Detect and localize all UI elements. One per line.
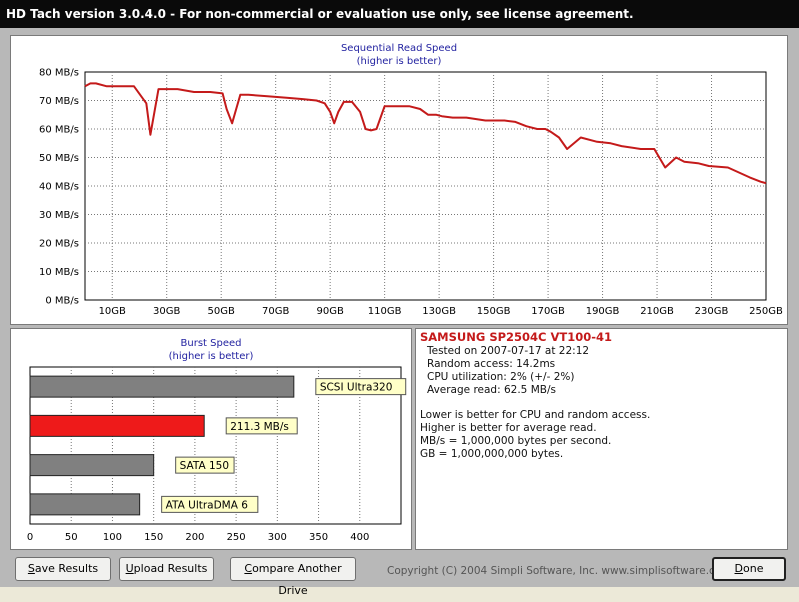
x-tick-label: 50GB <box>208 306 235 317</box>
x-tick-label: 400 <box>350 532 369 543</box>
y-tick-label: 80 MB/s <box>39 68 79 79</box>
x-tick-label: 150GB <box>477 306 511 317</box>
x-tick-label: 250 <box>227 532 246 543</box>
bar-label-box <box>161 495 259 513</box>
results-panel: SAMSUNG SP2504C VT100-41 Tested on 2007-… <box>415 328 788 550</box>
x-tick-label: 70GB <box>262 306 289 317</box>
y-tick-label: 0 MB/s <box>45 296 79 307</box>
sequential-chart-subtitle: (higher is better) <box>356 56 442 67</box>
save-results-button[interactable]: Save Results <box>15 557 111 581</box>
burst-chart-subtitle: (higher is better) <box>168 351 254 362</box>
drive-name: SAMSUNG SP2504C VT100-41 <box>420 330 613 344</box>
tested-on: Tested on 2007-07-17 at 22:12 <box>427 345 590 357</box>
window-title: HD Tach version 3.0.4.0 - For non-commer… <box>0 0 799 28</box>
note-gb-definition: GB = 1,000,000,000 bytes. <box>420 448 564 460</box>
x-tick-label: 130GB <box>422 306 456 317</box>
y-tick-label: 10 MB/s <box>39 267 79 278</box>
x-tick-label: 100 <box>103 532 122 543</box>
bar <box>29 454 155 477</box>
y-tick-label: 70 MB/s <box>39 96 79 107</box>
main-frame: Sequential Read Speed (higher is better)… <box>0 28 799 597</box>
sequential-read-chart: 0 MB/s 10 MB/s 20 MB/s 30 MB/s 40 MB/s 50 MB/… <box>39 68 783 318</box>
x-tick-label: 350 <box>309 532 328 543</box>
x-tick-label: 200 <box>185 532 204 543</box>
x-tick-label: 300 <box>268 532 287 543</box>
average-read: Average read: 62.5 MB/s <box>427 384 556 396</box>
cpu-utilization: CPU utilization: 2% (+/- 2%) <box>427 371 575 383</box>
x-tick-label: 250GB <box>749 306 783 317</box>
upload-hotkey: U <box>125 562 134 575</box>
done-hotkey: D <box>734 562 743 575</box>
compare-another-drive-button[interactable]: Compare Another Drive <box>230 557 356 597</box>
x-tick-label: 110GB <box>368 306 402 317</box>
bar-label: SATA 150 <box>180 460 229 472</box>
read-speed-series-line <box>84 82 767 185</box>
y-tick-label: 60 MB/s <box>39 125 79 136</box>
x-tick-label: 10GB <box>99 306 126 317</box>
x-tick-label: 190GB <box>586 306 620 317</box>
x-tick-label: 0 <box>27 532 33 543</box>
y-tick-label: 20 MB/s <box>39 239 79 250</box>
compare-hotkey: C <box>244 562 253 575</box>
save-label: ave Results <box>34 562 99 575</box>
y-tick-label: 40 MB/s <box>39 182 79 193</box>
bar-label-box <box>175 456 235 474</box>
x-tick-label: 90GB <box>316 306 343 317</box>
compare-label: ompare Another Drive <box>252 562 342 597</box>
y-tick-label: 50 MB/s <box>39 153 79 164</box>
burst-chart-title: Burst Speed <box>180 338 242 349</box>
note-higher-better: Higher is better for average read. <box>420 422 597 434</box>
bar <box>29 375 295 398</box>
upload-label: pload Results <box>133 562 208 575</box>
copyright-text: Copyright (C) 2004 Simpli Software, Inc.… <box>387 565 732 577</box>
sequential-chart-title: Sequential Read Speed <box>340 43 458 54</box>
bar-label: 211.3 MB/s <box>230 421 289 433</box>
y-tick-label: 30 MB/s <box>39 210 79 221</box>
x-tick-label: 150 <box>144 532 163 543</box>
bar-label-box <box>315 378 407 396</box>
burst-speed-panel: Burst Speed (higher is better) 0 50 100 150… <box>10 328 412 550</box>
bar-label: ATA UltraDMA 6 <box>166 499 249 511</box>
burst-speed-chart: 0 50 100 150 200 250 300 350 400 SCSI Ultra320 211… <box>27 366 407 543</box>
x-tick-label: 50 <box>65 532 78 543</box>
done-label: one <box>743 562 764 575</box>
bar <box>29 414 205 437</box>
x-tick-label: 210GB <box>640 306 674 317</box>
save-hotkey: S <box>27 562 35 575</box>
done-button[interactable]: Done <box>712 557 786 581</box>
bar-label: SCSI Ultra320 <box>320 382 393 394</box>
bar-label-box <box>225 417 298 435</box>
note-lower-better: Lower is better for CPU and random acces… <box>420 409 651 421</box>
note-mbs-definition: MB/s = 1,000,000 bytes per second. <box>420 435 612 447</box>
x-tick-label: 30GB <box>153 306 180 317</box>
sequential-read-panel: Sequential Read Speed (higher is better)… <box>10 35 788 325</box>
upload-results-button[interactable]: Upload Results <box>119 557 214 581</box>
random-access: Random access: 14.2ms <box>427 358 556 370</box>
bar <box>29 493 141 516</box>
x-tick-label: 170GB <box>531 306 565 317</box>
x-tick-label: 230GB <box>695 306 729 317</box>
